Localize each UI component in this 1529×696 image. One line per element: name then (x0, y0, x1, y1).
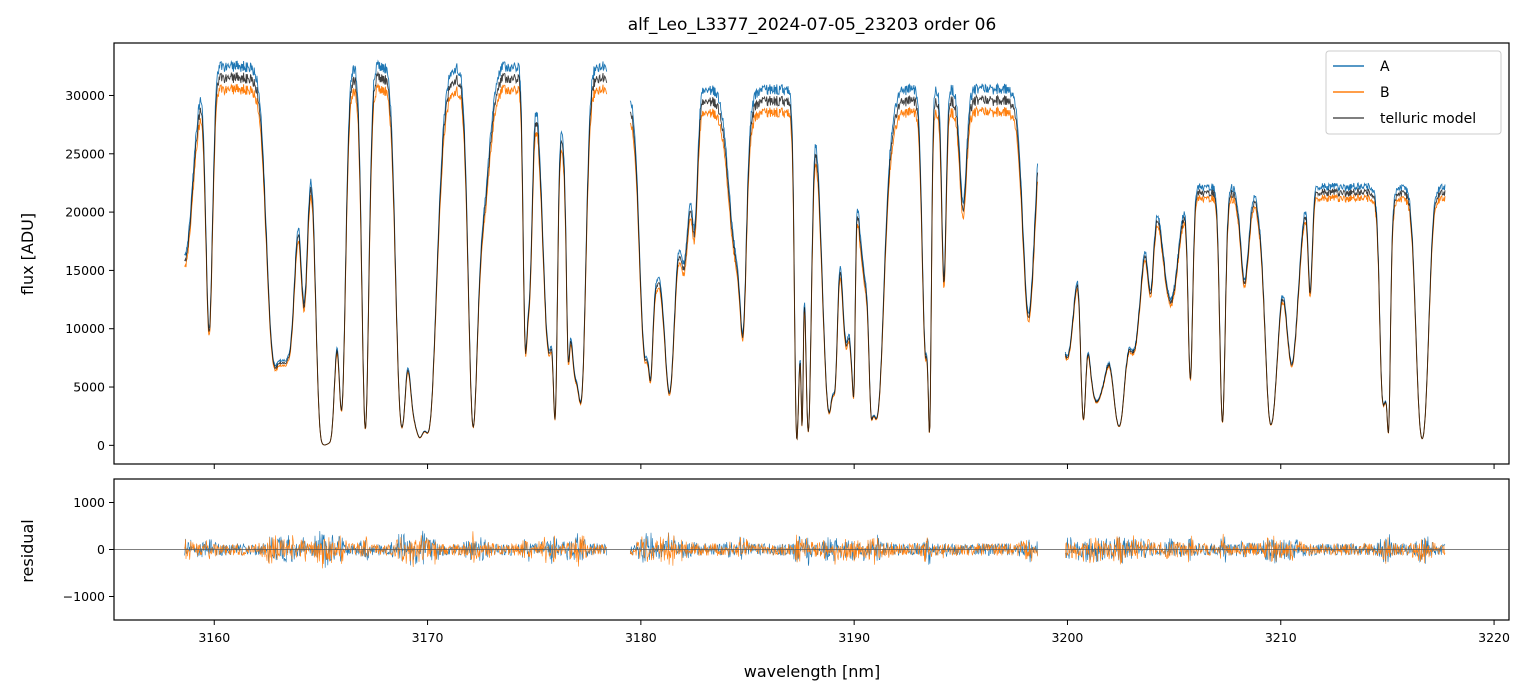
residual-x-tick-label: 3160 (198, 630, 230, 645)
legend-label-telluric: telluric model (1380, 111, 1476, 127)
flux-panel: 0 5000 10000 15000 20000 25000 30000 flux [ADU… (18, 42, 1510, 469)
legend-box (1325, 50, 1502, 135)
flux-y-tick-label: 25000 (65, 146, 105, 161)
flux-y-tick-label: 20000 (65, 205, 105, 220)
residual-b-line (1065, 533, 1446, 565)
legend-label-b: B (1380, 85, 1390, 101)
flux-plot-area (184, 59, 1446, 446)
flux-x-ticks (213, 464, 1495, 469)
flux-y-tick-label: 5000 (73, 380, 105, 395)
residual-x-tick-label: 3220 (1478, 630, 1510, 645)
flux-y-tick-label: 0 (97, 438, 105, 453)
residual-b-line (629, 532, 1038, 566)
telluric-model-line (629, 93, 1039, 441)
telluric-model-line (184, 71, 608, 446)
series-a-line (1064, 181, 1446, 440)
residual-x-ticks: 3160 3170 3180 3190 3200 3210 3220 (198, 620, 1510, 645)
residual-x-tick-label: 3210 (1265, 630, 1297, 645)
residual-x-tick-label: 3200 (1052, 630, 1084, 645)
residual-y-tick-label: 0 (97, 542, 105, 557)
series-b-line (1064, 193, 1446, 440)
chart-title: alf_Leo_L3377_2024-07-05_23203 order 06 (628, 15, 997, 35)
legend-label-a: A (1380, 59, 1390, 75)
residual-y-ticks: −1000 0 1000 (63, 495, 114, 604)
series-a-line (629, 82, 1039, 441)
residual-x-tick-label: 3180 (625, 630, 657, 645)
flux-y-tick-label: 30000 (65, 88, 105, 103)
flux-y-tick-label: 10000 (65, 321, 105, 336)
flux-y-ticks: 0 5000 10000 15000 20000 25000 30000 (65, 88, 114, 453)
residual-b-line (184, 531, 607, 569)
legend: A B telluric model (1325, 50, 1502, 135)
telluric-model-line (1064, 187, 1446, 440)
flux-axes-frame (113, 42, 1510, 465)
residual-y-tick-label: 1000 (73, 495, 105, 510)
residual-x-tick-label: 3190 (838, 630, 870, 645)
flux-y-tick-label: 15000 (65, 263, 105, 278)
series-b-line (629, 105, 1039, 441)
residual-y-axis-label: residual (18, 519, 37, 582)
flux-y-axis-label: flux [ADU] (18, 213, 37, 295)
x-axis-label: wavelength [nm] (744, 662, 881, 681)
residual-x-tick-label: 3170 (412, 630, 444, 645)
residual-plot-area (114, 530, 1509, 569)
residual-y-tick-label: −1000 (63, 589, 105, 604)
